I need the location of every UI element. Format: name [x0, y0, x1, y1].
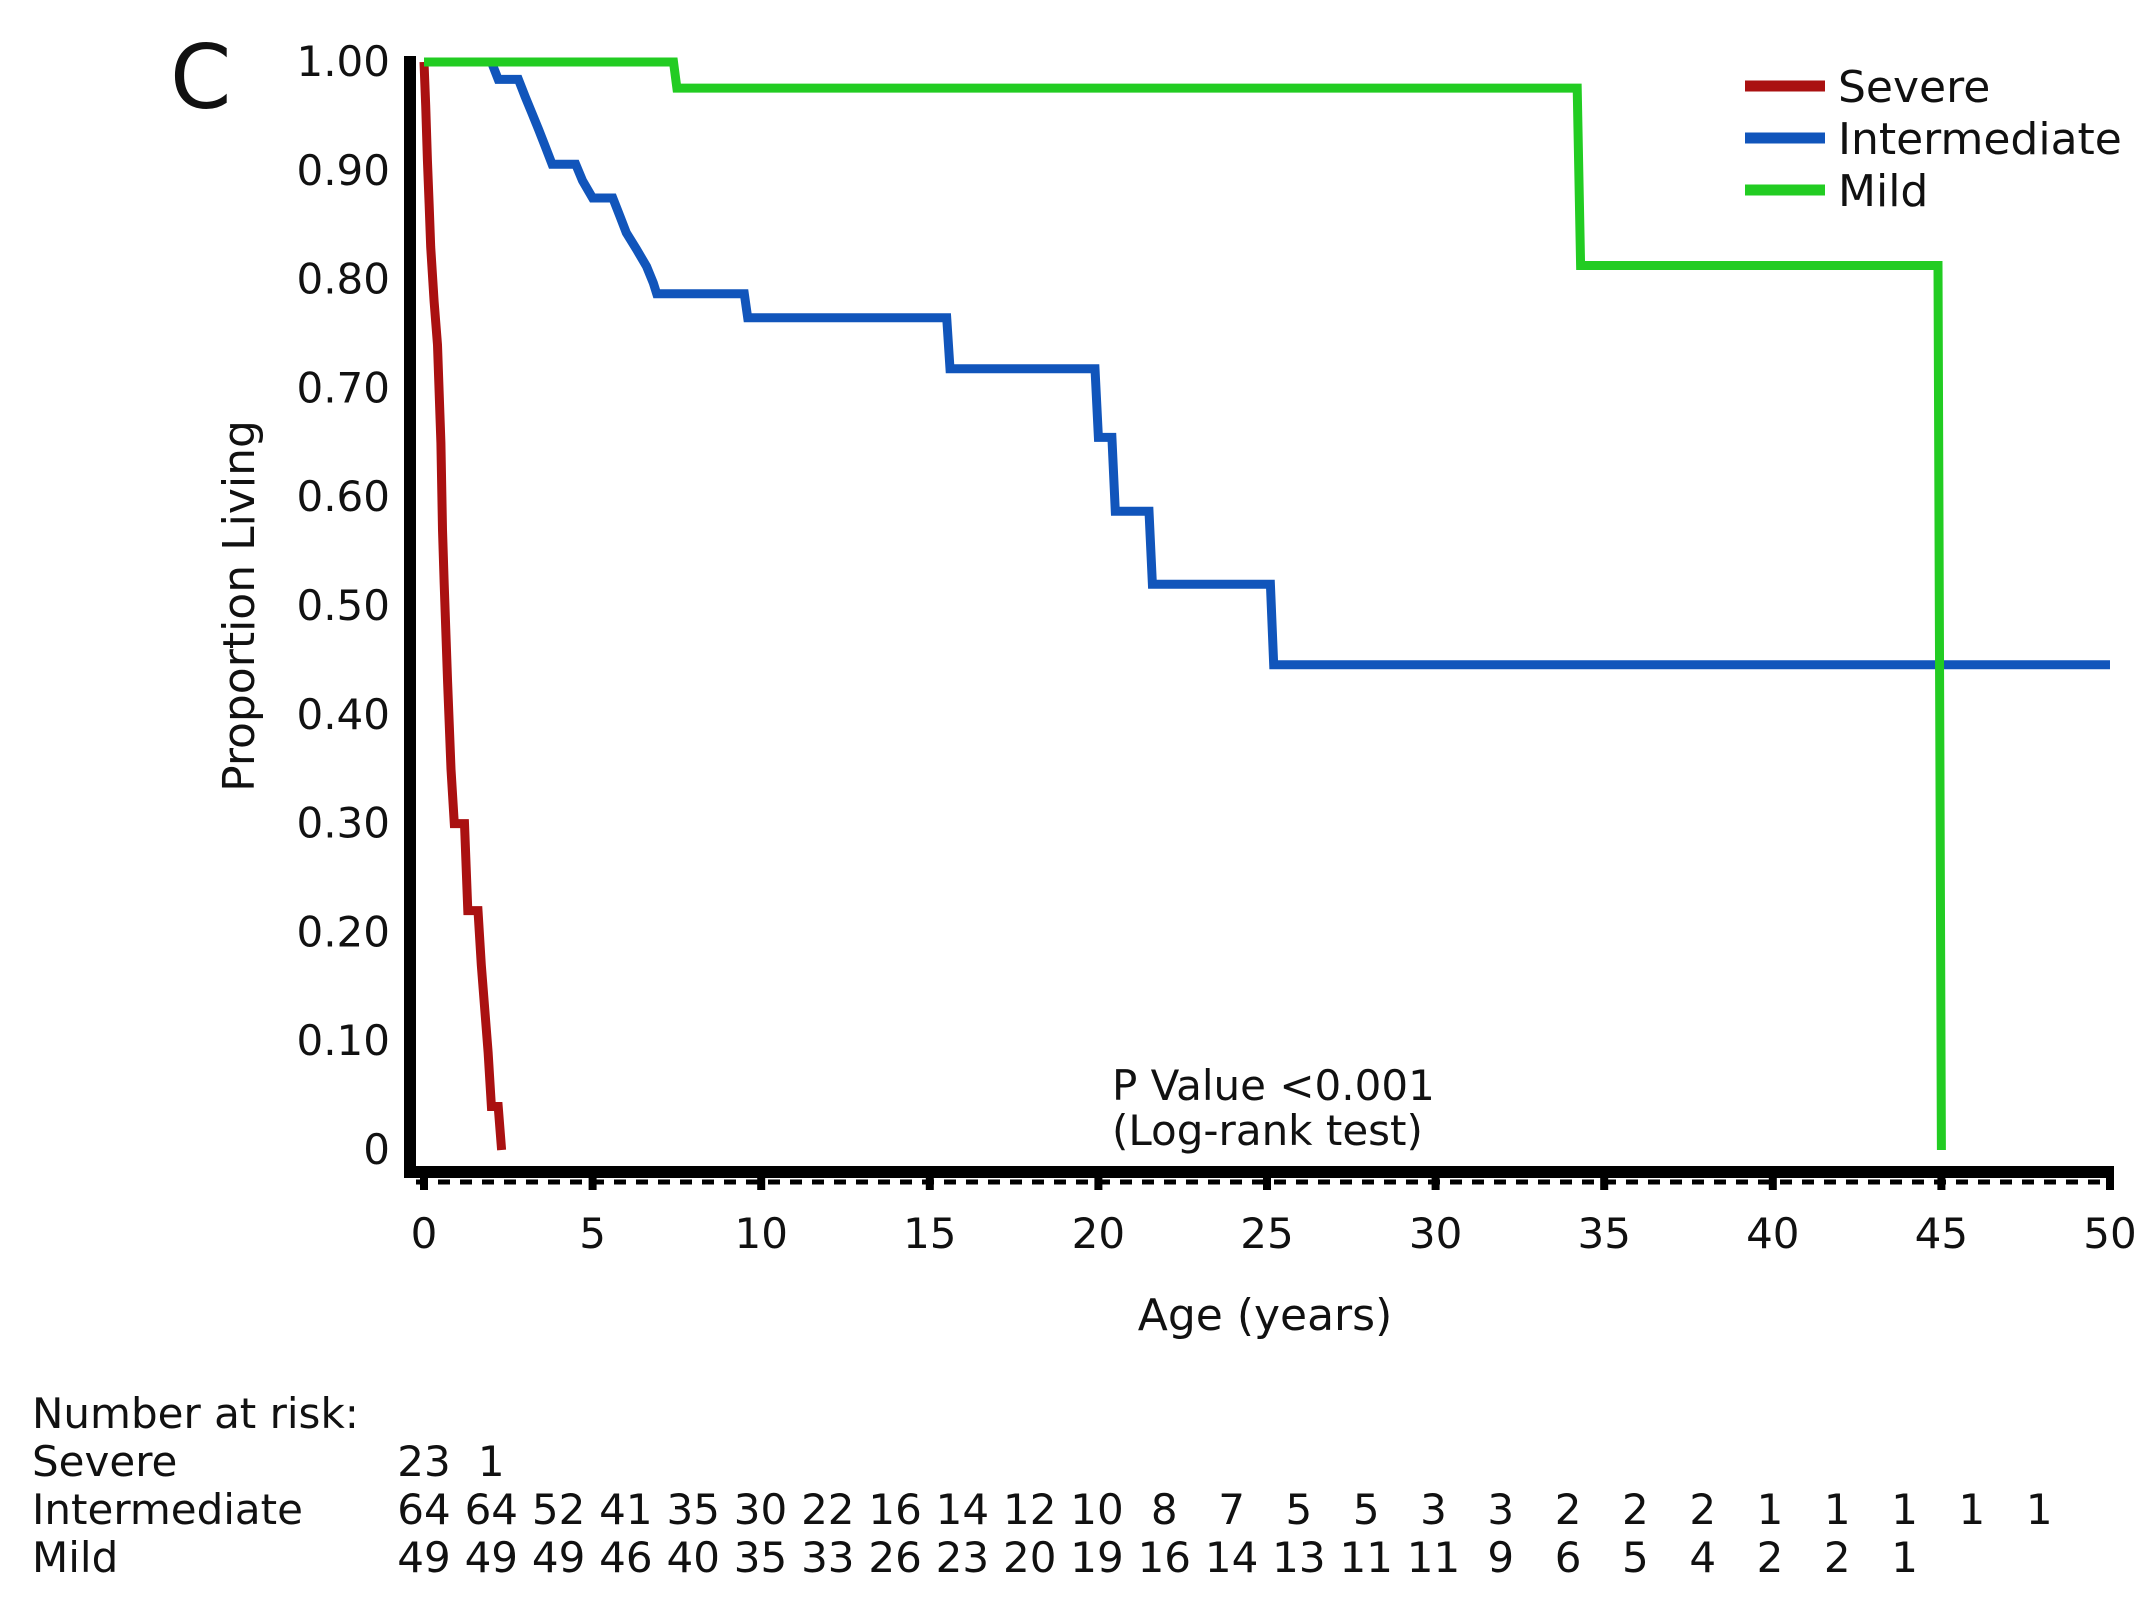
x-tick-label: 50 [2083, 1209, 2136, 1258]
risk-cell: 3 [1487, 1485, 1514, 1534]
risk-cell: 5 [1353, 1485, 1380, 1534]
y-tick-label: 0.20 [296, 907, 390, 956]
y-tick-label: 0 [363, 1125, 390, 1174]
risk-cell: 49 [397, 1533, 450, 1582]
y-tick-label: 0.50 [296, 581, 390, 630]
risk-cell: 35 [666, 1485, 719, 1534]
risk-cell: 11 [1407, 1533, 1460, 1582]
risk-cell: 1 [1824, 1485, 1851, 1534]
y-tick-label: 0.90 [296, 146, 390, 195]
risk-cell: 16 [868, 1485, 921, 1534]
risk-cell: 23 [936, 1533, 989, 1582]
series-layer [419, 57, 2110, 1151]
risk-cell: 33 [801, 1533, 854, 1582]
risk-cell: 10 [1070, 1485, 1123, 1534]
x-tick-label: 25 [1240, 1209, 1293, 1258]
risk-cell: 64 [465, 1485, 518, 1534]
legend-label-severe: Severe [1838, 62, 1990, 113]
risk-cell: 1 [1959, 1485, 1986, 1534]
risk-cell: 52 [532, 1485, 585, 1534]
risk-cell: 2 [1689, 1485, 1716, 1534]
legend-label-mild: Mild [1838, 166, 1928, 217]
risk-cell: 1 [1757, 1485, 1784, 1534]
risk-cell: 11 [1339, 1533, 1392, 1582]
panel-label: C [170, 26, 231, 129]
risk-cell: 19 [1070, 1533, 1123, 1582]
p-value-annotation: P Value <0.001 [1112, 1061, 1435, 1110]
series-line-intermediate [424, 57, 2110, 670]
x-tick-label: 35 [1577, 1209, 1630, 1258]
risk-cell: 14 [1205, 1533, 1258, 1582]
risk-cell: 14 [936, 1485, 989, 1534]
risk-cell: 1 [2026, 1485, 2053, 1534]
risk-cell: 2 [1824, 1533, 1851, 1582]
x-tick-label: 40 [1746, 1209, 1799, 1258]
legend-label-intermediate: Intermediate [1838, 114, 2122, 165]
risk-cell: 2 [1757, 1533, 1784, 1582]
risk-cell: 1 [1891, 1533, 1918, 1582]
risk-cell: 40 [666, 1533, 719, 1582]
risk-cell: 49 [532, 1533, 585, 1582]
risk-cell: 22 [801, 1485, 854, 1534]
risk-row-label: Mild [32, 1533, 118, 1582]
risk-cell: 35 [734, 1533, 787, 1582]
risk-cell: 5 [1622, 1533, 1649, 1582]
x-tick-label: 30 [1409, 1209, 1462, 1258]
risk-cell: 26 [868, 1533, 921, 1582]
x-axis-label: Age (years) [1138, 1290, 1393, 1341]
y-tick-label: 0.60 [296, 472, 390, 521]
risk-cell: 49 [465, 1533, 518, 1582]
risk-cell: 13 [1272, 1533, 1325, 1582]
risk-row-label: Severe [32, 1437, 177, 1486]
risk-cell: 3 [1420, 1485, 1447, 1534]
y-axis-label: Proportion Living [214, 420, 265, 792]
y-tick-label: 0.70 [296, 363, 390, 412]
risk-cell: 30 [734, 1485, 787, 1534]
risk-cell: 2 [1622, 1485, 1649, 1534]
x-tick-label: 0 [411, 1209, 438, 1258]
y-axis-ticks: 0 0.10 0.20 0.30 0.40 0.50 0.60 0.70 0.80 0.90 1.0… [296, 37, 390, 1174]
series-line-mild [424, 57, 1946, 1151]
y-tick-label: 0.10 [296, 1016, 390, 1065]
risk-cell: 1 [1891, 1485, 1918, 1534]
risk-cell: 9 [1487, 1533, 1514, 1582]
y-tick-label: 0.40 [296, 690, 390, 739]
risk-cell: 20 [1003, 1533, 1056, 1582]
x-tick-label: 20 [1072, 1209, 1125, 1258]
risk-cell: 23 [397, 1437, 450, 1486]
risk-cell: 1 [478, 1437, 505, 1486]
risk-table-title: Number at risk: [32, 1389, 359, 1438]
risk-cell: 6 [1555, 1533, 1582, 1582]
risk-cell: 2 [1555, 1485, 1582, 1534]
y-tick-label: 0.80 [296, 255, 390, 304]
x-tick-label: 10 [734, 1209, 787, 1258]
risk-cell: 5 [1286, 1485, 1313, 1534]
risk-row-label: Intermediate [32, 1485, 303, 1534]
risk-cell: 8 [1151, 1485, 1178, 1534]
x-tick-label: 45 [1915, 1209, 1968, 1258]
risk-cell: 16 [1138, 1533, 1191, 1582]
x-tick-label: 15 [903, 1209, 956, 1258]
y-tick-label: 0.30 [296, 799, 390, 848]
y-tick-label: 1.00 [296, 37, 390, 86]
series-line-severe [419, 61, 507, 1151]
risk-cell: 7 [1218, 1485, 1245, 1534]
x-tick-label: 5 [579, 1209, 606, 1258]
risk-cell: 12 [1003, 1485, 1056, 1534]
risk-cell: 41 [599, 1485, 652, 1534]
log-rank-annotation: (Log-rank test) [1112, 1106, 1423, 1155]
risk-cell: 46 [599, 1533, 652, 1582]
risk-cell: 4 [1689, 1533, 1716, 1582]
risk-cell: 64 [397, 1485, 450, 1534]
